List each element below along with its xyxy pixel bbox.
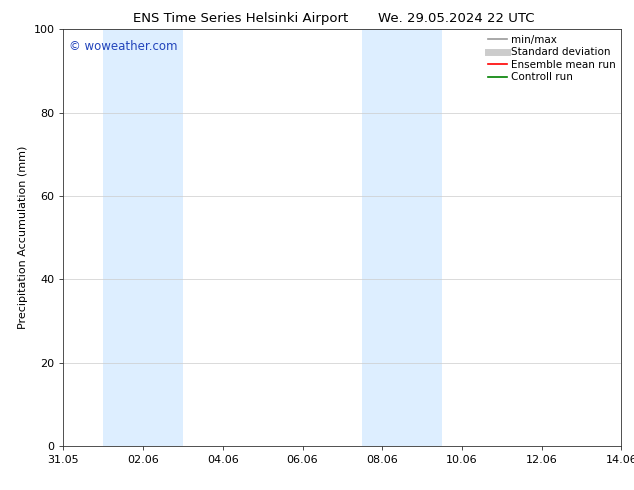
Bar [362, 29, 442, 446]
Text: © woweather.com: © woweather.com [69, 40, 178, 53]
Text: We. 29.05.2024 22 UTC: We. 29.05.2024 22 UTC [378, 12, 534, 25]
Bar [103, 29, 183, 446]
Y-axis label: Precipitation Accumulation (mm): Precipitation Accumulation (mm) [18, 146, 28, 329]
Legend: min/max, Standard deviation, Ensemble mean run, Controll run: min/max, Standard deviation, Ensemble me… [486, 32, 618, 84]
Text: ENS Time Series Helsinki Airport: ENS Time Series Helsinki Airport [133, 12, 349, 25]
